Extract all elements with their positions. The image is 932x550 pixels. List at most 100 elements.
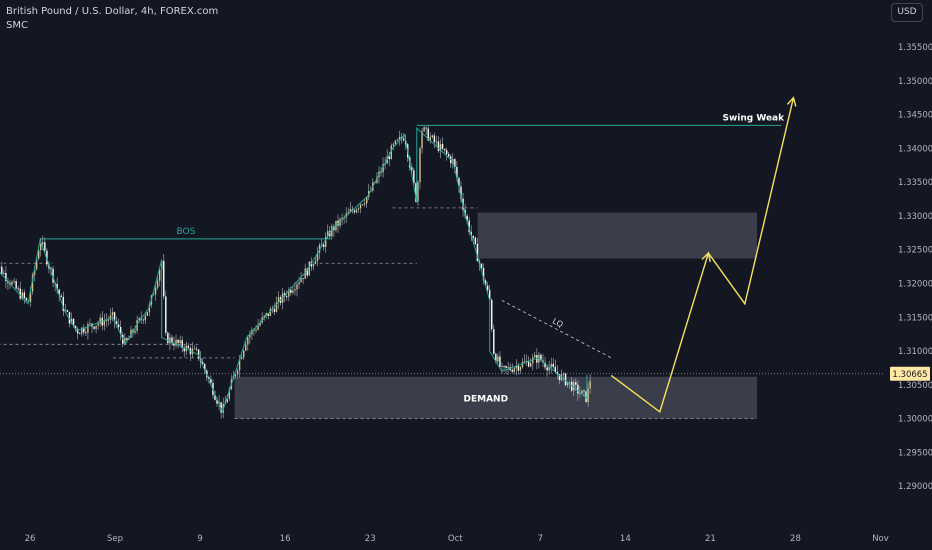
candle — [122, 334, 124, 344]
candle — [240, 357, 243, 359]
candle — [525, 360, 528, 362]
candle — [562, 373, 565, 375]
candle — [76, 329, 79, 334]
candle — [347, 212, 349, 214]
candle — [206, 370, 208, 378]
candle — [259, 322, 261, 326]
candle — [288, 289, 290, 297]
candle — [454, 159, 456, 167]
candle — [58, 289, 60, 296]
candle — [538, 354, 540, 363]
candle — [320, 244, 323, 246]
candle — [380, 171, 382, 173]
candle — [68, 311, 71, 324]
candle — [89, 323, 91, 325]
candle — [390, 145, 392, 160]
candle — [339, 218, 341, 226]
candle — [25, 298, 28, 301]
candle — [517, 365, 520, 371]
candle — [167, 332, 169, 344]
candle — [335, 220, 337, 231]
candle — [11, 281, 13, 285]
candle — [427, 128, 429, 141]
candle — [267, 313, 269, 316]
zone-box — [477, 212, 757, 259]
candle — [575, 382, 577, 385]
candle — [38, 250, 40, 259]
candle — [101, 317, 103, 326]
candle — [370, 190, 372, 192]
candle — [183, 347, 185, 352]
candle — [458, 178, 460, 187]
candle — [431, 135, 433, 138]
candle — [337, 220, 339, 226]
candle — [290, 289, 292, 293]
symbol-title[interactable]: British Pound / U.S. Dollar, 4h, FOREX.c… — [6, 6, 219, 17]
candle — [169, 337, 171, 344]
candle — [1, 266, 3, 274]
candle — [413, 170, 415, 184]
candle — [187, 345, 190, 349]
candle — [275, 302, 278, 312]
candle — [558, 374, 561, 381]
swing-weak-label: Swing Weak — [722, 113, 785, 123]
candle — [583, 390, 585, 392]
candle — [27, 300, 30, 302]
candle — [374, 182, 376, 183]
candle — [185, 345, 187, 352]
candle — [99, 317, 101, 324]
candle — [407, 144, 409, 158]
candle — [93, 326, 95, 329]
candle — [523, 361, 526, 363]
candle — [3, 272, 5, 274]
candle — [503, 366, 505, 367]
candle — [445, 150, 448, 155]
projection-arrowhead — [786, 96, 797, 107]
candle — [261, 317, 263, 323]
candle — [509, 367, 511, 370]
candle — [154, 287, 157, 295]
candle — [382, 163, 384, 173]
candle — [386, 156, 388, 164]
candle — [548, 367, 550, 371]
candle — [501, 366, 503, 367]
candle — [396, 139, 399, 141]
candle — [72, 318, 75, 326]
candle — [245, 344, 247, 351]
candle — [279, 297, 282, 303]
indicator-label[interactable]: SMC — [6, 20, 28, 31]
candle — [464, 209, 466, 216]
candle — [7, 281, 9, 283]
candle — [546, 367, 548, 371]
candle — [33, 268, 36, 275]
candle — [306, 268, 308, 276]
candle — [433, 135, 436, 143]
candle — [236, 370, 239, 375]
candle — [472, 235, 474, 238]
candle — [521, 362, 524, 368]
currency-button[interactable]: USD — [891, 3, 923, 22]
candle — [300, 278, 302, 283]
candle — [120, 327, 122, 335]
candle — [470, 232, 472, 236]
y-tick-label: 1.30500 — [898, 381, 932, 391]
candle — [271, 308, 274, 310]
candle — [316, 252, 319, 262]
candle — [189, 348, 192, 355]
candle — [349, 209, 351, 213]
x-tick-label: 14 — [620, 534, 631, 544]
candle — [392, 144, 395, 146]
candle — [507, 367, 509, 368]
candle — [113, 312, 116, 322]
candle — [83, 327, 85, 333]
candle — [17, 288, 19, 290]
candle — [566, 382, 569, 386]
candle — [74, 325, 77, 330]
candle — [35, 258, 38, 269]
candle — [560, 374, 563, 381]
y-tick-label: 1.34500 — [898, 111, 932, 121]
candle — [29, 291, 32, 302]
candle — [361, 204, 364, 206]
candle — [199, 358, 202, 363]
